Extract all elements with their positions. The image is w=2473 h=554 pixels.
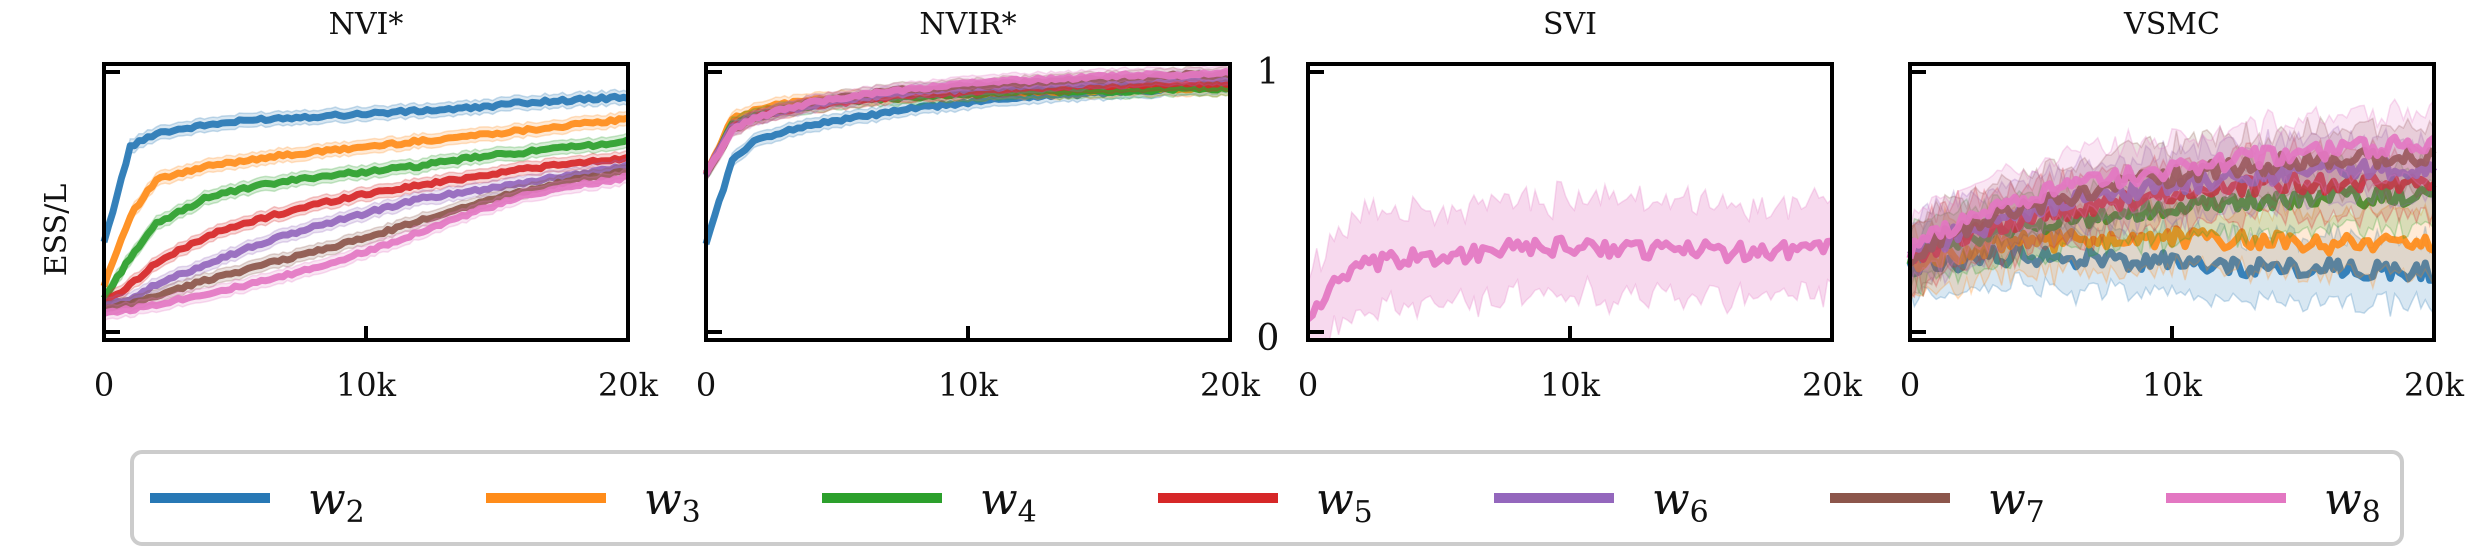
series-line-w3	[1907, 225, 2436, 273]
series-line-w8	[102, 172, 629, 317]
series-line-w7	[102, 168, 629, 313]
series-line-w2	[1906, 241, 2435, 284]
series-line-w3	[100, 114, 629, 288]
x-tick-label: 20k	[1802, 366, 1863, 404]
series-line-w4	[1906, 183, 2435, 266]
series-line-w5	[102, 153, 630, 308]
series-line-w8	[1305, 234, 1833, 322]
legend-subscript: 2	[346, 495, 365, 530]
series-line-w4	[101, 136, 630, 301]
panel-title: NVIR*	[919, 7, 1016, 42]
x-tick-label: 10k	[938, 366, 999, 404]
x-tick-label: 10k	[1540, 366, 1601, 404]
legend-subscript: 3	[682, 495, 701, 530]
panel-title: VSMC	[2123, 7, 2220, 42]
series-line-w2	[100, 92, 629, 243]
series-line-w8	[1906, 133, 2437, 260]
x-tick-label: 20k	[598, 366, 659, 404]
legend-subscript: 5	[1354, 495, 1373, 530]
x-tick-label: 0	[1900, 366, 1920, 404]
panel-title: SVI	[1543, 7, 1597, 42]
panel-vsmc: VSMC 0 10k 20k	[1900, 7, 2465, 404]
legend-subscript: 8	[2362, 495, 2381, 530]
legend-label-w4: w4	[980, 474, 1037, 530]
legend: w2 w3 w4 w5 w6 w7 w8	[130, 450, 2404, 546]
x-tick-label: 20k	[1200, 366, 1261, 404]
legend-subscript: 7	[2026, 495, 2045, 530]
x-tick-label: 10k	[2142, 366, 2203, 404]
legend-subscript: 4	[1018, 495, 1037, 530]
series-line-w8	[702, 67, 1232, 176]
series-line-w6	[1907, 157, 2437, 257]
legend-subscript: 6	[1690, 495, 1709, 530]
x-tick-label: 20k	[2404, 366, 2465, 404]
series-line-w6	[102, 161, 630, 311]
panel-nvi: NVI* 0 10k 20k	[94, 7, 659, 404]
series-line-w7	[1907, 146, 2437, 267]
x-tick-label: 0	[1298, 366, 1318, 404]
x-tick-label: 10k	[336, 366, 397, 404]
legend-label-w8: w8	[2324, 474, 2381, 530]
y-tick-label-1: 1	[1257, 52, 1280, 93]
x-tick-label: 0	[696, 366, 716, 404]
panel-svi: SVI 0 10k 20k	[1298, 7, 1863, 404]
y-axis-label: ESS/L	[39, 184, 74, 277]
panel-nvir: NVIR* 0 10k 20k	[696, 7, 1261, 404]
panel-title: NVI*	[329, 7, 404, 42]
y-tick-label-0: 0	[1257, 318, 1280, 359]
x-tick-label: 0	[94, 366, 114, 404]
